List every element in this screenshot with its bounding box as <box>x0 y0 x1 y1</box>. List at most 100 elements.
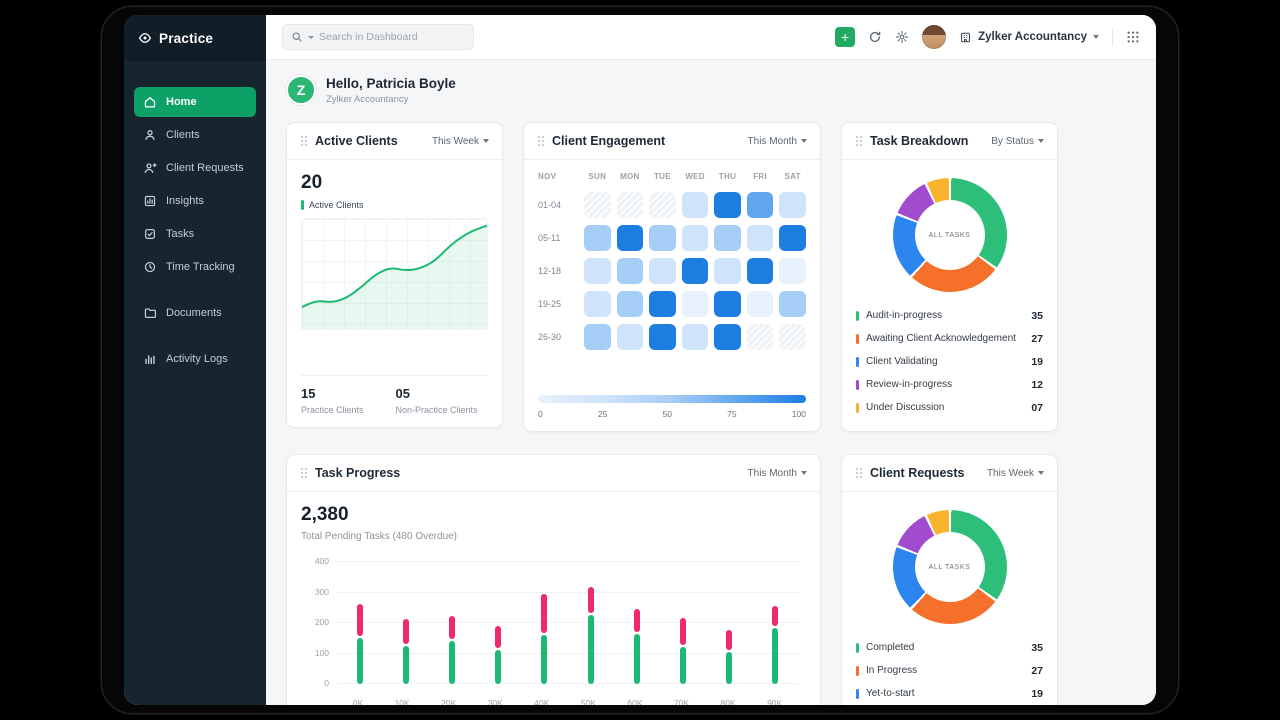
bar-segment-base <box>679 647 686 684</box>
app-window: Practice Home Clients Client Requests Insig… <box>124 15 1156 705</box>
bar-segment-top <box>357 604 364 637</box>
heatmap-cell <box>746 225 774 251</box>
heatmap-cell <box>584 225 611 251</box>
sidebar-item-label: Time Tracking <box>166 261 235 273</box>
x-axis-labels: 0K 10K 20K 30K 40K 50K 60K 70K 80K 90K <box>337 698 798 705</box>
heatmap-cell <box>616 192 644 218</box>
chevron-down-icon <box>801 471 807 475</box>
legend-chip <box>856 310 859 321</box>
bar <box>357 604 364 684</box>
sidebar-item-label: Documents <box>166 307 222 319</box>
heatmap-cell <box>616 324 644 350</box>
heatmap-day-label: FRI <box>753 172 768 181</box>
search-box[interactable] <box>282 24 474 50</box>
add-button[interactable]: + <box>835 27 856 47</box>
active-clients-line-chart <box>301 218 488 330</box>
search-scope-caret-icon[interactable] <box>308 35 314 39</box>
metric-label: Active Clients <box>301 200 488 210</box>
card-body: ALL TASKS Completed 35 In Progress 27 Yet-to… <box>842 492 1057 705</box>
client-requests-icon <box>143 161 157 175</box>
sidebar-item-client-requests[interactable]: Client Requests <box>134 153 256 183</box>
heatmap-cell <box>746 192 774 218</box>
filter-dropdown[interactable]: This Week <box>987 468 1044 479</box>
card-header: Client Requests This Week <box>842 455 1057 492</box>
brand: Practice <box>124 15 266 61</box>
chevron-down-icon <box>1038 471 1044 475</box>
refresh-icon[interactable] <box>868 30 882 44</box>
drag-handle-icon[interactable] <box>300 467 308 479</box>
bar-segment-top <box>725 630 732 650</box>
sidebar-item-time-tracking[interactable]: Time Tracking <box>134 252 256 282</box>
bar-segment-base <box>403 645 410 684</box>
task-breakdown-card: Task Breakdown By Status ALL TASKS <box>841 122 1058 432</box>
legend-value: 27 <box>1031 664 1043 677</box>
heatmap-tick-label: 50 <box>662 409 672 419</box>
home-icon <box>143 95 157 109</box>
heatmap-month-label: NOV <box>538 172 557 181</box>
bar-segment-top <box>633 608 640 632</box>
search-icon <box>291 31 303 43</box>
legend-value: 19 <box>1031 687 1043 700</box>
sidebar-item-tasks[interactable]: Tasks <box>134 219 256 249</box>
filter-dropdown[interactable]: This Week <box>432 136 489 147</box>
filter-dropdown[interactable]: By Status <box>991 136 1044 147</box>
engagement-heatmap: NOV SUN MON TUE WED THU FRI SAT 01-04 05-11 12-18 1… <box>538 172 806 350</box>
drag-handle-icon[interactable] <box>855 467 863 479</box>
heatmap-cell <box>584 258 611 284</box>
bar <box>633 608 640 684</box>
legend-label: Review-in-progress <box>866 379 953 390</box>
apps-grid-icon[interactable] <box>1126 30 1140 44</box>
search-input[interactable] <box>319 31 465 43</box>
bar <box>495 625 502 684</box>
card-title: Active Clients <box>315 134 398 148</box>
bar-segment-base <box>771 627 778 684</box>
x-axis-label: 50K <box>580 698 596 705</box>
legend-chip <box>856 642 859 653</box>
heatmap-row-label: 05-11 <box>538 233 561 243</box>
sidebar-item-documents[interactable]: Documents <box>134 298 256 328</box>
bar-segment-base <box>495 650 502 684</box>
bar <box>541 593 548 684</box>
sidebar-item-label: Home <box>166 96 197 108</box>
heatmap-day-label: TUE <box>653 172 671 181</box>
sidebar-item-insights[interactable]: Insights <box>134 186 256 216</box>
bar-segment-top <box>495 625 502 649</box>
gear-icon[interactable] <box>895 30 909 44</box>
bar-segment-base <box>587 615 594 684</box>
bar <box>587 587 594 684</box>
drag-handle-icon[interactable] <box>300 135 308 147</box>
user-avatar[interactable] <box>922 25 947 49</box>
drag-handle-icon[interactable] <box>537 135 545 147</box>
bar-segment-top <box>587 587 594 614</box>
heatmap-tick-label: 100 <box>791 409 806 419</box>
x-axis-label: 70K <box>673 698 690 705</box>
sidebar-item-activity-logs[interactable]: Activity Logs <box>134 344 256 374</box>
greeting-subtitle: Zylker Accountancy <box>326 93 409 105</box>
heatmap-cell <box>649 192 676 218</box>
gridline <box>337 683 798 684</box>
client-requests-legend: Completed 35 In Progress 27 Yet-to-start 19 <box>856 636 1043 705</box>
client-stats: 15 Practice Clients 05 Non-Practice Clie… <box>301 375 488 415</box>
filter-dropdown[interactable]: This Month <box>748 136 807 147</box>
gridline <box>337 591 798 593</box>
drag-handle-icon[interactable] <box>855 135 863 147</box>
sidebar-item-home[interactable]: Home <box>134 87 256 117</box>
sidebar-item-clients[interactable]: Clients <box>134 120 256 150</box>
legend-value: 07 <box>1031 401 1043 414</box>
pending-tasks-count: 2,380 <box>301 504 349 525</box>
bar-segment-base <box>449 641 456 684</box>
heatmap-cell <box>714 225 741 251</box>
heatmap-cell <box>681 192 709 218</box>
org-switcher[interactable]: Zylker Accountancy <box>959 31 1099 44</box>
card-header: Task Breakdown By Status <box>842 123 1057 160</box>
y-axis-label: 100 <box>314 647 329 658</box>
topbar-actions: + Zylker Accountancy <box>835 25 1140 49</box>
filter-dropdown[interactable]: This Month <box>748 468 807 479</box>
legend-value: 19 <box>1031 355 1043 368</box>
chevron-down-icon <box>801 139 807 143</box>
divider <box>1112 28 1113 46</box>
x-axis-label: 40K <box>534 698 550 705</box>
y-axis-label: 300 <box>314 586 329 597</box>
bar-segment-base <box>633 633 640 684</box>
bar-segment-top <box>541 593 548 634</box>
